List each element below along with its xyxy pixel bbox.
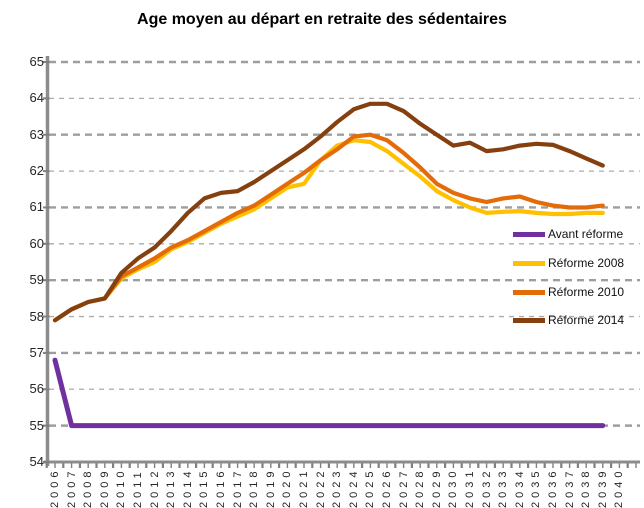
x-axis-tick-label-2024: 2024 (347, 467, 360, 508)
x-axis-tick-label-2017: 2017 (231, 467, 244, 508)
x-axis-tick-label-2020: 2020 (281, 467, 294, 508)
legend-swatch-reforme-2008 (513, 260, 545, 266)
x-axis-tick-label-2028: 2028 (414, 467, 427, 508)
legend-label: Avant réforme (548, 227, 624, 241)
x-axis-tick-label-2029: 2029 (430, 467, 443, 508)
legend-item-avant-reforme: Avant réforme (513, 227, 623, 241)
legend-label: Réforme 2008 (548, 256, 625, 270)
legend-item-reforme-2008: Réforme 2008 (513, 256, 624, 270)
legend-label: Réforme 2010 (548, 285, 625, 299)
x-axis-tick-label-2025: 2025 (364, 467, 377, 508)
x-axis-tick-label-2039: 2039 (596, 467, 609, 508)
legend-swatch-avant-reforme (513, 231, 545, 237)
y-axis-tick-label-56: 56 (29, 381, 44, 397)
x-axis-tick-label-2015: 2015 (198, 467, 211, 508)
x-axis-tick-label-2036: 2036 (547, 467, 559, 508)
x-axis-tick-label-2035: 2035 (530, 467, 543, 508)
x-axis-tick-label-2032: 2032 (480, 467, 493, 508)
y-axis-tick-label-65: 65 (29, 54, 44, 69)
series-line-r-forme-2010 (52, 132, 605, 323)
legend-label: Réforme 2014 (548, 313, 625, 327)
x-axis-tick-label-2006: 2006 (49, 467, 61, 508)
x-axis-tick-label-2038: 2038 (580, 467, 593, 508)
x-axis-tick-label-2013: 2013 (165, 467, 178, 508)
x-axis-tick-label-2034: 2034 (513, 467, 526, 508)
series-line-r-forme-2014 (52, 101, 605, 323)
x-axis-tick-label-2012: 2012 (148, 467, 161, 508)
y-axis-tick-label-54: 54 (29, 454, 44, 469)
x-axis-tick-label-2021: 2021 (298, 467, 310, 508)
x-axis-tick-label-2019: 2019 (264, 467, 277, 508)
legend-swatch-reforme-2010 (513, 289, 545, 295)
legend-swatch-reforme-2014 (513, 317, 545, 323)
y-axis-tick-label-59: 59 (29, 272, 44, 288)
x-axis-tick-label-2010: 2010 (115, 467, 128, 508)
x-axis-tick-label-2030: 2030 (447, 467, 460, 508)
x-axis-tick-label-2031: 2031 (464, 467, 476, 508)
legend-item-reforme-2014: Réforme 2014 (513, 313, 624, 327)
x-axis-tick-label-2023: 2023 (331, 467, 344, 508)
x-axis-tick-label-2011: 2011 (132, 468, 144, 508)
legend-item-reforme-2010: Réforme 2010 (513, 285, 624, 299)
y-axis-tick-label-55: 55 (29, 417, 44, 433)
x-axis-tick-label-2014: 2014 (181, 467, 194, 508)
x-axis-tick-label-2040: 2040 (613, 467, 626, 508)
x-axis-tick-label-2018: 2018 (248, 467, 261, 508)
y-axis-tick-label-60: 60 (29, 235, 44, 251)
x-axis-tick-label-2026: 2026 (381, 467, 393, 508)
x-axis-tick-label-2022: 2022 (314, 467, 327, 508)
series-line-avant-r-forme (52, 357, 606, 429)
y-axis-tick-label-64: 64 (29, 90, 44, 106)
x-axis-tick-label-2033: 2033 (497, 467, 510, 508)
x-axis-tick-label-2027: 2027 (397, 467, 410, 508)
y-axis-tick-label-63: 63 (29, 126, 44, 142)
x-axis-tick-label-2009: 2009 (98, 467, 111, 508)
x-axis-tick-label-2037: 2037 (563, 467, 576, 508)
x-axis-tick-label-2008: 2008 (82, 467, 95, 508)
y-axis-tick-label-57: 57 (29, 344, 44, 360)
y-axis-tick-label-58: 58 (29, 308, 44, 324)
x-axis-tick-label-2007: 2007 (65, 467, 78, 508)
y-axis-tick-label-61: 61 (29, 199, 44, 215)
y-axis-tick-label-62: 62 (29, 163, 44, 179)
x-axis-tick-label-2016: 2016 (215, 467, 227, 508)
chart-title: Age moyen au départ en retraite des séde… (137, 11, 507, 28)
